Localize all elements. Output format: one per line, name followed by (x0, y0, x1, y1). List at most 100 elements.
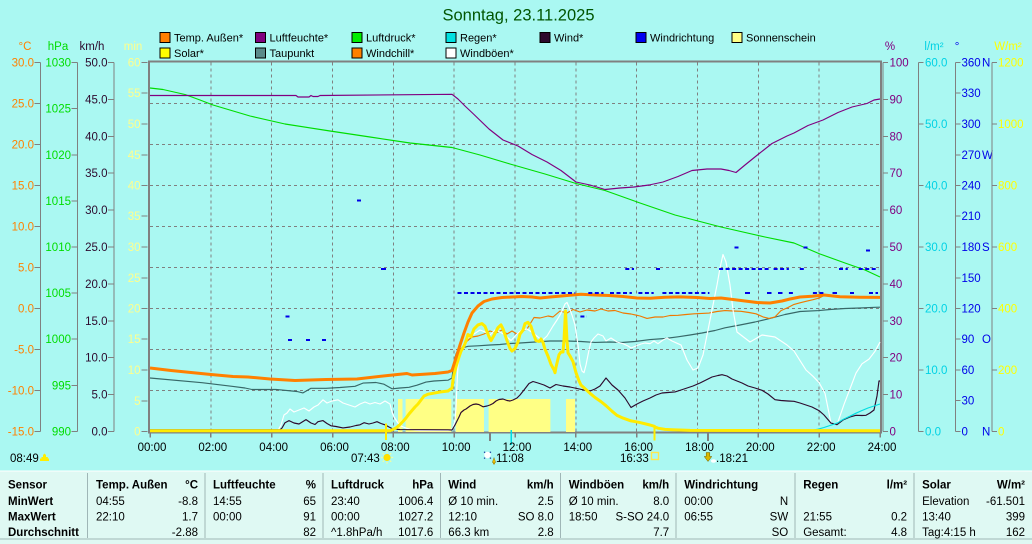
svg-text:Windchill*: Windchill* (366, 48, 415, 60)
svg-text:%: % (885, 41, 895, 53)
svg-text:4.8: 4.8 (891, 527, 907, 539)
svg-text:20:00: 20:00 (746, 442, 775, 454)
svg-text:06:00: 06:00 (320, 442, 349, 454)
svg-text:60: 60 (128, 58, 141, 70)
svg-text:10.0: 10.0 (925, 365, 947, 377)
svg-text:Solar: Solar (922, 480, 951, 492)
svg-text:-8.8: -8.8 (178, 496, 198, 508)
svg-text:S: S (982, 242, 990, 254)
svg-text:40: 40 (128, 181, 141, 193)
svg-text:330: 330 (962, 88, 981, 100)
svg-text:995: 995 (52, 380, 71, 392)
svg-text:2.8: 2.8 (538, 527, 554, 539)
svg-text:02:00: 02:00 (198, 442, 227, 454)
svg-text:Sonntag, 23.11.2025: Sonntag, 23.11.2025 (443, 7, 595, 25)
svg-text:Windrichtung: Windrichtung (684, 480, 758, 492)
svg-text:Temp. Außen: Temp. Außen (96, 480, 168, 492)
svg-text:15.0: 15.0 (85, 316, 107, 328)
svg-text:25.0: 25.0 (85, 242, 107, 254)
svg-text:990: 990 (52, 427, 71, 439)
svg-text:16:00: 16:00 (624, 442, 653, 454)
svg-text:11:08: 11:08 (496, 453, 524, 465)
svg-text:Wind: Wind (448, 480, 476, 492)
svg-text:W: W (982, 150, 993, 162)
svg-text:Elevation: Elevation (922, 496, 969, 508)
svg-text:1200: 1200 (998, 58, 1024, 70)
svg-text:120: 120 (962, 304, 981, 316)
svg-text:Ø 10 min.: Ø 10 min. (569, 496, 619, 508)
svg-text:210: 210 (962, 211, 981, 223)
svg-text:1006.4: 1006.4 (398, 496, 434, 508)
svg-text:hPa: hPa (412, 480, 434, 492)
svg-text:1000: 1000 (45, 334, 71, 346)
svg-text:240: 240 (962, 181, 981, 193)
svg-text:Sensor: Sensor (8, 480, 48, 492)
svg-text:5: 5 (134, 396, 140, 408)
svg-text:13:40: 13:40 (922, 512, 951, 524)
svg-text:1017.6: 1017.6 (398, 527, 433, 539)
svg-text:2.5: 2.5 (538, 496, 554, 508)
svg-text:08:00: 08:00 (381, 442, 410, 454)
svg-text:min: min (124, 41, 143, 53)
svg-text:-15.0: -15.0 (8, 427, 34, 439)
svg-text:15: 15 (128, 334, 141, 346)
svg-text:35: 35 (128, 211, 141, 223)
svg-text:10:00: 10:00 (442, 442, 471, 454)
svg-text:Solar*: Solar* (174, 48, 205, 60)
svg-text:82: 82 (303, 527, 316, 539)
svg-text:300: 300 (962, 119, 981, 131)
svg-text:Windböen: Windböen (569, 480, 624, 492)
svg-text:%: % (306, 480, 316, 492)
svg-text:0.2: 0.2 (891, 512, 907, 524)
svg-text:0: 0 (890, 427, 896, 439)
svg-text:00:00: 00:00 (331, 512, 360, 524)
svg-text:O: O (982, 334, 991, 346)
svg-text:399: 399 (1006, 512, 1025, 524)
svg-text:162: 162 (1006, 527, 1025, 539)
svg-text:150: 150 (962, 273, 981, 285)
svg-text:600: 600 (998, 242, 1017, 254)
svg-text:10: 10 (128, 365, 141, 377)
svg-text:90: 90 (890, 94, 903, 106)
svg-text:1.7: 1.7 (182, 512, 198, 524)
svg-text:30: 30 (962, 396, 975, 408)
svg-text:360: 360 (962, 58, 981, 70)
svg-text:40.0: 40.0 (85, 131, 107, 143)
svg-text:MaxWert: MaxWert (8, 512, 56, 524)
svg-text:20.0: 20.0 (12, 140, 34, 152)
svg-text:5.0: 5.0 (18, 263, 34, 275)
svg-text:20: 20 (128, 304, 141, 316)
svg-text:Luftfeuchte: Luftfeuchte (213, 480, 276, 492)
svg-text:Regen*: Regen* (460, 33, 497, 45)
svg-text:8.0: 8.0 (653, 496, 669, 508)
svg-text:7.7: 7.7 (653, 527, 669, 539)
svg-text:100: 100 (890, 58, 909, 70)
svg-text:Ø 10 min.: Ø 10 min. (448, 496, 498, 508)
svg-text:70: 70 (890, 168, 903, 180)
svg-text:Luftfeuchte*: Luftfeuchte* (270, 33, 329, 45)
svg-text:40: 40 (890, 279, 903, 291)
svg-text:65: 65 (303, 496, 316, 508)
svg-text:1030: 1030 (45, 58, 71, 70)
svg-text:00:00: 00:00 (213, 512, 242, 524)
svg-text:Durchschnitt: Durchschnitt (8, 527, 79, 539)
svg-text:22:00: 22:00 (807, 442, 836, 454)
svg-text:12:10: 12:10 (448, 512, 477, 524)
svg-text:-5.0: -5.0 (14, 345, 34, 357)
svg-text:00:00: 00:00 (138, 442, 167, 454)
svg-text:55: 55 (128, 88, 141, 100)
svg-text:20.0: 20.0 (85, 279, 107, 291)
svg-text:-10.0: -10.0 (8, 386, 34, 398)
svg-text:Sonnenschein: Sonnenschein (746, 33, 816, 45)
svg-text:20.0: 20.0 (925, 304, 947, 316)
svg-text:SO 8.0: SO 8.0 (518, 512, 554, 524)
svg-text:60: 60 (890, 205, 903, 217)
svg-text:SW: SW (770, 512, 789, 524)
svg-text:MinWert: MinWert (8, 496, 53, 508)
svg-text:°: ° (955, 41, 960, 53)
svg-text:hPa: hPa (48, 41, 69, 53)
svg-text:1020: 1020 (45, 150, 71, 162)
svg-text:1027.2: 1027.2 (398, 512, 433, 524)
svg-text:12:00: 12:00 (503, 442, 532, 454)
svg-text:25.0: 25.0 (12, 99, 34, 111)
